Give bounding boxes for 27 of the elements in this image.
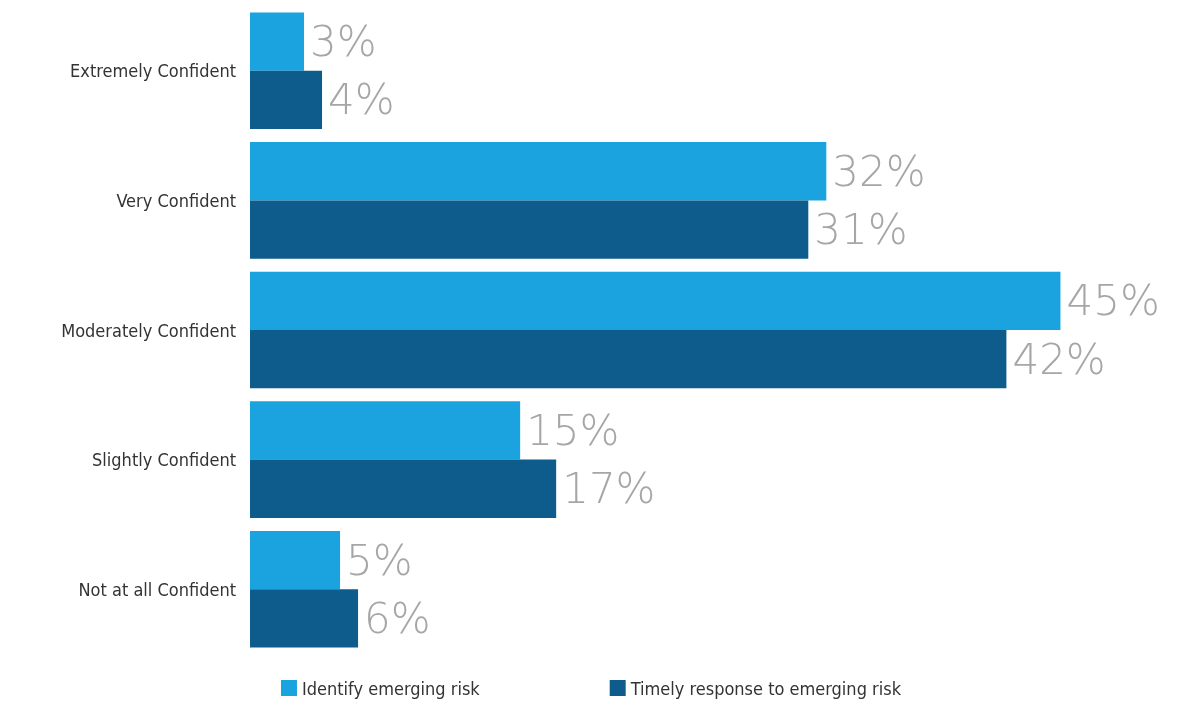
y-tick-label: Extremely Confident [70,60,236,82]
data-label: 32% [832,146,926,196]
bar [250,12,305,71]
bar [250,589,359,648]
y-tick-label: Slightly Confident [92,449,236,471]
bar [250,70,323,130]
bar [250,271,1061,330]
y-tick-label: Moderately Confident [61,319,236,341]
y-tick-label: Very Confident [116,189,236,211]
bar [250,459,557,518]
data-label: 31% [814,205,908,255]
data-label: 15% [526,405,620,455]
data-label: 45% [1066,276,1160,326]
data-label: 5% [346,535,413,585]
bar [250,530,341,590]
data-label: 42% [1012,334,1106,384]
data-label: 4% [328,75,395,125]
bar [250,401,521,460]
bar [250,330,1007,389]
y-tick-label: Not at all Confident [78,578,236,600]
bar [250,200,809,259]
legend-label: Timely response to emerging risk [629,677,902,699]
data-label: 6% [364,593,431,643]
legend-label: Identify emerging risk [301,677,481,699]
data-label: 3% [310,17,377,67]
bar [250,142,827,201]
data-label: 17% [562,464,656,514]
